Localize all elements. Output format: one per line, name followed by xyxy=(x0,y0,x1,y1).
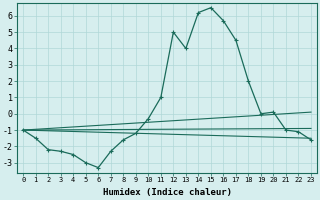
X-axis label: Humidex (Indice chaleur): Humidex (Indice chaleur) xyxy=(103,188,232,197)
